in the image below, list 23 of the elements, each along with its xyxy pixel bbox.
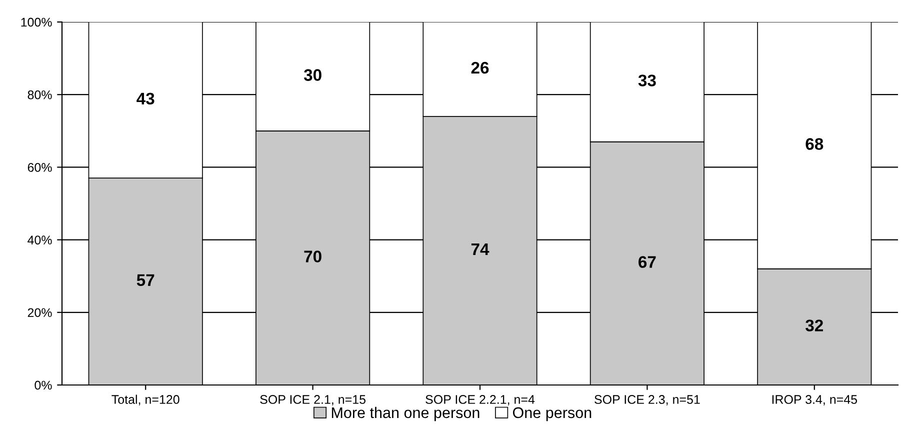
y-tick-label: 0% [34, 380, 52, 390]
data-label: 43 [136, 92, 154, 105]
data-label: 26 [471, 62, 489, 74]
data-label: 33 [638, 74, 656, 86]
data-label: 67 [638, 256, 656, 268]
y-tick-label: 40% [28, 236, 52, 244]
y-tick-label: 80% [28, 90, 52, 100]
data-label: 30 [304, 69, 322, 81]
y-tick-label: 100% [21, 18, 52, 27]
x-tick-label: SOP ICE 2.3, n=51 [594, 395, 700, 406]
x-tick-label: IROP 3.4, n=45 [772, 395, 858, 406]
x-tick-label: SOP ICE 2.2.1, n=4 [426, 395, 535, 406]
data-label: 68 [806, 138, 824, 150]
y-tick-label: 20% [28, 308, 52, 318]
x-tick-label: Total, n=120 [112, 394, 180, 406]
data-label: 32 [806, 320, 824, 332]
y-tick-label: 60% [28, 163, 52, 172]
data-label: 74 [471, 244, 490, 255]
legend-label: One person [512, 407, 592, 422]
data-label: 57 [136, 274, 154, 286]
data-label: 70 [304, 250, 322, 262]
legend-label: More than one person [332, 406, 480, 422]
x-tick-label: SOP ICE 2.1, n=15 [260, 395, 366, 406]
